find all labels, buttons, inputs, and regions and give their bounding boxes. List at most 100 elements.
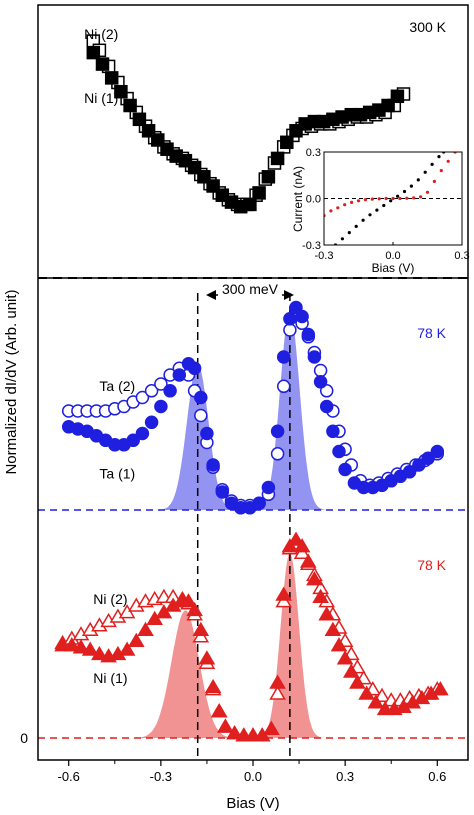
data-point — [336, 650, 354, 665]
inset-y-tick-label: 0.3 — [306, 147, 321, 159]
data-point — [332, 444, 346, 459]
data-point — [163, 384, 177, 398]
data-point — [318, 606, 336, 621]
data-point — [270, 447, 285, 461]
data-point — [319, 384, 334, 398]
gap-arrow-right-head — [284, 290, 294, 300]
inset-data-point — [412, 196, 416, 200]
data-point — [421, 451, 435, 466]
data-point — [200, 426, 214, 441]
data-point — [194, 390, 208, 405]
panel-2-temperature-label: 78 K — [417, 557, 446, 573]
data-point — [135, 390, 150, 405]
panel-labels: Ni (2) Ni (1) 300 K Ta (2) Ta (1) 78 K Ni (2) N… — [84, 19, 447, 686]
data-point — [144, 415, 159, 430]
inset-iv-plot: -0.3 0.0 0.3 0.3 0.0 -0.3 Bias (V) Current (n… — [291, 147, 470, 275]
data-point — [283, 312, 297, 326]
inset-data-point — [389, 199, 393, 203]
series-ta-1--panel-1 — [61, 300, 445, 515]
series-ni-1--panel-0 — [86, 45, 405, 214]
inset-data-point — [432, 179, 436, 183]
inset-axes: -0.3 0.0 0.3 0.3 0.0 -0.3 — [302, 147, 470, 262]
data-point — [144, 384, 159, 398]
data-point — [86, 45, 101, 60]
data-point — [215, 485, 230, 499]
inset-data-point — [347, 231, 351, 235]
inset-x-tick-label: 0.3 — [454, 250, 469, 262]
inset-data-point — [398, 196, 402, 201]
data-point — [127, 632, 145, 647]
data-point — [72, 639, 90, 654]
data-point — [172, 368, 187, 382]
data-point — [306, 571, 323, 586]
data-point — [299, 553, 317, 568]
data-point — [276, 350, 291, 364]
inset-data-point — [396, 194, 400, 198]
data-point — [210, 703, 228, 718]
y-axis-label: Normalized dI/dV (Arb. unit) — [3, 289, 20, 474]
data-point — [186, 601, 203, 617]
data-point — [432, 681, 449, 696]
panel-2-series-label-1: Ni (1) — [93, 670, 127, 686]
data-point — [275, 586, 293, 601]
data-point — [118, 641, 136, 656]
panel-1-series-label-1: Ta (1) — [99, 466, 135, 482]
data-point — [104, 71, 119, 85]
data-point — [187, 361, 202, 376]
data-point — [261, 480, 276, 495]
inset-y-tick-label: 0.0 — [306, 194, 321, 206]
x-tick-label: 0.6 — [428, 769, 446, 784]
data-point — [280, 135, 294, 150]
data-point — [226, 725, 243, 740]
inset-series-1 — [324, 152, 457, 218]
data-point — [243, 197, 257, 212]
data-point — [373, 687, 391, 702]
data-point — [263, 720, 280, 735]
gap-label: 300 meV — [222, 281, 279, 297]
data-point — [217, 718, 234, 733]
shaded-peaks — [130, 312, 330, 738]
inset-data-point — [354, 224, 358, 228]
inset-data-point — [375, 208, 379, 212]
data-point — [367, 694, 385, 709]
data-point — [261, 170, 276, 184]
x-tick-label: 0.3 — [336, 769, 354, 784]
panel-2-shaded-peak-0 — [130, 610, 241, 738]
data-point — [154, 377, 168, 391]
inset-y-tick-label: -0.3 — [302, 240, 321, 252]
data-point — [301, 327, 316, 342]
inset-data-point — [430, 162, 434, 166]
panel-0-temperature-label: 300 K — [409, 19, 446, 35]
inset-data-point — [419, 195, 423, 199]
data-point — [192, 621, 210, 636]
data-point — [269, 685, 286, 700]
series-ni-1--panel-2 — [54, 531, 449, 742]
data-point — [390, 89, 405, 104]
inset-data-point — [356, 199, 361, 203]
inset-data-point — [336, 206, 340, 210]
panel-1-temperature-label: 78 K — [417, 325, 446, 341]
data-point — [402, 465, 417, 479]
data-point — [204, 678, 222, 694]
data-point — [276, 379, 291, 394]
data-point — [283, 323, 297, 337]
inset-y-label: Current (nA) — [291, 166, 305, 232]
data-point — [293, 538, 311, 553]
data-point — [91, 645, 108, 661]
data-point — [338, 462, 352, 477]
data-point — [123, 98, 137, 113]
inset-data-point — [439, 169, 443, 173]
data-point — [132, 112, 147, 127]
inset-data-point — [377, 197, 381, 201]
data-point — [270, 151, 285, 166]
inset-data-point — [405, 196, 409, 200]
inset-data-point — [350, 200, 354, 204]
data-point — [180, 593, 197, 608]
inset-data-point — [329, 209, 333, 213]
data-point — [342, 663, 360, 678]
data-point — [252, 186, 266, 200]
inset-data-point — [409, 184, 413, 188]
inset-data-point — [437, 155, 441, 159]
inset-data-point — [423, 170, 427, 174]
